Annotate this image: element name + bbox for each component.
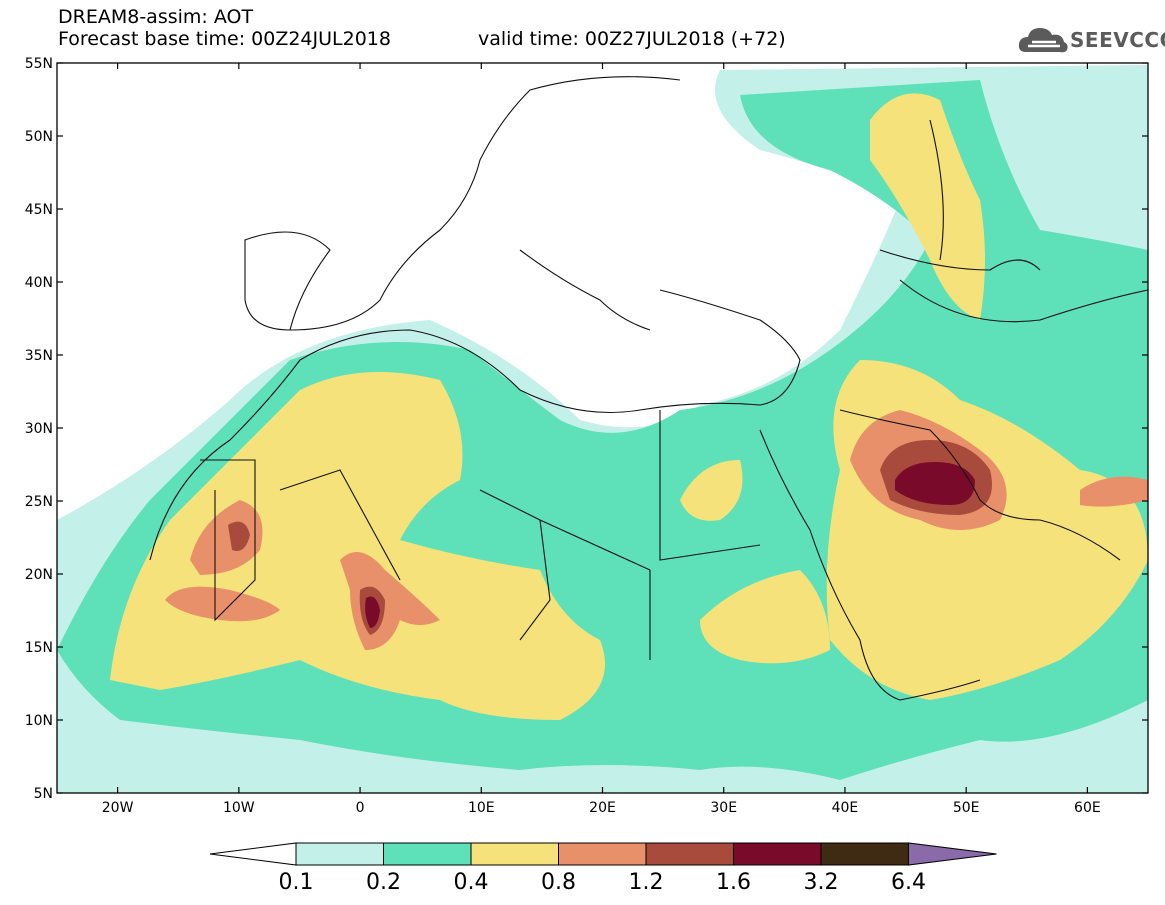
aot-level-0.8 bbox=[165, 586, 280, 622]
map-title: DREAM8-assim: AOT bbox=[58, 6, 254, 28]
aot-level-0.4 bbox=[680, 460, 743, 521]
lat-label: 50N bbox=[25, 129, 53, 145]
lat-label: 5N bbox=[34, 786, 53, 802]
seevccc-logo: SEEVCCC bbox=[1018, 24, 1165, 58]
aot-level-0.4 bbox=[700, 570, 830, 664]
colorbar-label: 0.4 bbox=[453, 870, 489, 895]
aot-level-0.8 bbox=[190, 500, 263, 575]
colorbar-label: 0.8 bbox=[541, 870, 576, 895]
aot-level-0.4 bbox=[110, 372, 605, 720]
valid-time: valid time: 00Z27JUL2018 (+72) bbox=[478, 28, 786, 50]
colorbar-label: 1.6 bbox=[716, 870, 751, 895]
forecast-base-time: Forecast base time: 00Z24JUL2018 bbox=[58, 28, 391, 50]
lon-label: 40E bbox=[832, 800, 859, 816]
cloud-icon bbox=[1018, 28, 1068, 53]
axis-ticks bbox=[57, 62, 1148, 794]
colorbar-swatch bbox=[295, 842, 384, 866]
lat-label: 20N bbox=[25, 567, 53, 583]
lat-label: 10N bbox=[25, 713, 53, 729]
colorbar bbox=[209, 842, 997, 866]
colorbar-label: 0.1 bbox=[278, 870, 314, 895]
lat-label: 15N bbox=[25, 640, 53, 656]
lat-label: 35N bbox=[25, 348, 53, 364]
map-field bbox=[57, 63, 1148, 793]
lon-label: 0 bbox=[356, 800, 365, 816]
aot-level-0.8 bbox=[1080, 476, 1148, 507]
lat-label: 55N bbox=[25, 56, 53, 72]
longitude-labels: 20W 10W 0 10E 20E 30E 40E 50E 60E bbox=[102, 800, 1101, 816]
lon-label: 60E bbox=[1074, 800, 1101, 816]
colorbar-label: 6.4 bbox=[891, 870, 926, 895]
colorbar-high-arrow bbox=[908, 842, 997, 866]
lon-label: 20E bbox=[589, 800, 616, 816]
colorbar-swatch bbox=[383, 842, 472, 866]
colorbar-swatch bbox=[820, 842, 909, 866]
aot-level-1.6 bbox=[895, 462, 975, 505]
lon-label: 20W bbox=[102, 800, 134, 816]
aot-level-1.6 bbox=[365, 596, 380, 628]
colorbar-swatch bbox=[733, 842, 822, 866]
aot-level-0.4 bbox=[870, 93, 985, 320]
lon-label: 30E bbox=[710, 800, 737, 816]
lon-label: 10E bbox=[468, 800, 495, 816]
colorbar-swatch bbox=[645, 842, 734, 866]
lat-label: 25N bbox=[25, 494, 53, 510]
logo-text: SEEVCCC bbox=[1070, 28, 1165, 52]
colorbar-low-arrow bbox=[209, 842, 297, 866]
colorbar-label: 1.2 bbox=[628, 870, 664, 895]
lat-label: 30N bbox=[25, 421, 53, 437]
lon-label: 50E bbox=[953, 800, 980, 816]
lon-label: 10W bbox=[223, 800, 255, 816]
colorbar-label: 3.2 bbox=[803, 870, 839, 895]
colorbar-label: 0.2 bbox=[366, 870, 401, 895]
aot-level-1.2 bbox=[228, 521, 250, 551]
lat-label: 45N bbox=[25, 202, 53, 218]
colorbar-swatch bbox=[470, 842, 559, 866]
lat-label: 40N bbox=[25, 275, 53, 291]
colorbar-swatch bbox=[558, 842, 647, 866]
latitude-labels: 55N 50N 45N 40N 35N 30N 25N 20N 15N 10N 5N bbox=[25, 56, 53, 802]
coastlines bbox=[149, 76, 1148, 701]
